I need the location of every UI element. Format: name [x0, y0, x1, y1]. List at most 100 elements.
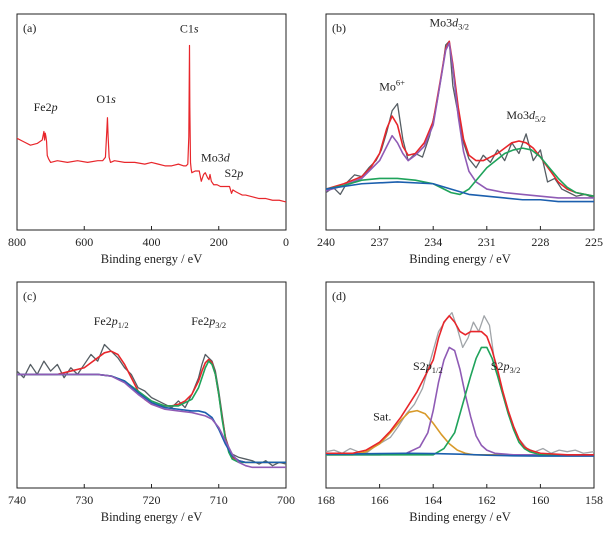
peak-label-part: p [502, 359, 509, 373]
peak-label-part: Mo3 [201, 151, 224, 165]
peak-label-part: Mo [379, 80, 396, 94]
panel-b-mo3d-spectrum: 240 237 234 231 228 225 Binding energy / eV (b)… [317, 13, 603, 266]
x-tick-label: 225 [585, 235, 603, 249]
peak-label-part: s [194, 22, 199, 36]
x-tick-label: 240 [317, 235, 335, 249]
peak-label-s2p12: S2p1/2 [413, 359, 443, 375]
peak-label-s2p: S2p [225, 166, 244, 180]
x-tick-label: 200 [210, 235, 228, 249]
peak-label-mo3d32: Mo3d3/2 [430, 15, 470, 31]
series-line-background [326, 452, 594, 457]
x-tick-label: 160 [531, 493, 549, 507]
series-line-spectrum [17, 44, 286, 203]
x-tick-label: 710 [210, 493, 228, 507]
series-group [326, 311, 594, 457]
x-tick-label: 164 [424, 493, 442, 507]
peak-label-part: C1 [180, 22, 194, 36]
series-line-envelope [17, 350, 286, 464]
x-tick-label: 231 [478, 235, 496, 249]
plot-frame [325, 281, 595, 489]
peak-label-part: 1/2 [118, 320, 129, 330]
plot-frame [325, 13, 595, 231]
x-tick-label: 0 [283, 235, 289, 249]
panel-c-fe2p-spectrum: 740 730 720 710 700 Binding energy / eV (c) Fe2… [8, 281, 295, 524]
x-tick-label: 158 [585, 493, 603, 507]
series-group [17, 343, 286, 469]
series-group [17, 44, 286, 203]
panel-tag: (a) [23, 21, 36, 35]
peak-label-part: 6+ [396, 78, 405, 88]
peak-label-part: S2 [225, 166, 238, 180]
x-tick-label: 228 [531, 235, 549, 249]
plot-frame [16, 281, 287, 489]
series-line-raw [326, 311, 594, 454]
peak-label-part: p [425, 359, 432, 373]
peak-label-mo6: Mo6+ [379, 78, 405, 94]
series-line-component [326, 42, 594, 199]
panel-tag: (d) [332, 289, 346, 303]
peak-label-part: Sat. [373, 409, 391, 423]
x-axis-title: Binding energy / eV [409, 510, 511, 524]
series-line-component [326, 346, 594, 456]
peak-label-part: O1 [96, 92, 111, 106]
series-line-background [326, 181, 594, 203]
x-tick-label: 237 [371, 235, 389, 249]
peak-label-part: Mo3 [430, 15, 453, 29]
x-axis-title: Binding energy / eV [101, 510, 203, 524]
peak-label-fe2p: Fe2p [34, 100, 58, 114]
peak-label-part: 3/2 [509, 365, 520, 375]
x-tick-label: 166 [371, 493, 389, 507]
peak-label-c1s: C1s [180, 22, 199, 36]
peak-label-part: S2 [413, 359, 426, 373]
x-tick-label: 162 [478, 493, 496, 507]
peak-label-s2p32: S2p3/2 [491, 359, 521, 375]
peak-label-part: Fe2 [34, 100, 52, 114]
series-group [326, 40, 594, 203]
x-tick-label: 800 [8, 235, 26, 249]
peak-label-part: d [452, 15, 459, 29]
peak-label-part: 5/2 [535, 114, 546, 124]
x-tick-label: 168 [317, 493, 335, 507]
peak-label-fe2p12: Fe2p1/2 [94, 314, 129, 330]
x-axis-title: Binding energy / eV [409, 252, 511, 266]
peak-label-part: 1/2 [432, 365, 443, 375]
peak-label-fe2p32: Fe2p3/2 [191, 314, 226, 330]
peak-label-part: d [529, 108, 536, 122]
plot-frame [16, 13, 287, 231]
peak-label-part: s [111, 92, 116, 106]
peak-label-part: 3/2 [215, 320, 226, 330]
peak-label-part: p [208, 314, 215, 328]
series-line-component [17, 360, 286, 464]
peak-label-part: p [51, 100, 58, 114]
peak-label-part: p [236, 166, 243, 180]
peak-label-part: Fe2 [191, 314, 209, 328]
panel-tag: (b) [332, 21, 346, 35]
peak-label-part: d [224, 151, 231, 165]
peak-label-part: 3/2 [458, 21, 469, 31]
x-tick-label: 730 [75, 493, 93, 507]
panel-tag: (c) [23, 289, 36, 303]
peak-label-o1s: O1s [96, 92, 116, 106]
x-tick-label: 700 [277, 493, 295, 507]
peak-label-sat: Sat. [373, 409, 391, 423]
series-line-component [326, 409, 594, 456]
x-tick-label: 234 [424, 235, 442, 249]
series-line-component [17, 373, 286, 469]
x-tick-label: 740 [8, 493, 26, 507]
x-tick-label: 720 [143, 493, 161, 507]
peak-label-part: Mo3 [506, 108, 529, 122]
peak-label-mo3d: Mo3d [201, 151, 231, 165]
peak-label-part: Fe2 [94, 314, 112, 328]
x-tick-label: 600 [75, 235, 93, 249]
peak-label-mo3d52: Mo3d5/2 [506, 108, 546, 124]
x-tick-label: 400 [143, 235, 161, 249]
series-line-component [326, 346, 594, 456]
peak-label-part: p [111, 314, 118, 328]
series-line-background [17, 373, 286, 464]
peak-label-part: S2 [491, 359, 504, 373]
panel-d-s2p-spectrum: 168 166 164 162 160 158 Binding energy / eV (d)… [317, 281, 603, 524]
series-line-component [326, 147, 594, 197]
x-axis-title: Binding energy / eV [101, 252, 203, 266]
